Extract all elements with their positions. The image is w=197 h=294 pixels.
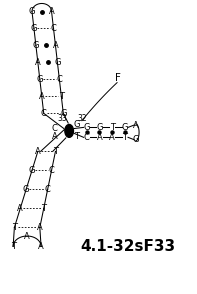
Text: A: A bbox=[38, 242, 44, 251]
Text: G: G bbox=[31, 24, 37, 33]
Text: A: A bbox=[52, 132, 57, 141]
Text: A: A bbox=[133, 121, 138, 130]
Text: G: G bbox=[96, 123, 103, 132]
Text: G: G bbox=[29, 7, 35, 16]
Text: A: A bbox=[109, 133, 115, 142]
Text: G: G bbox=[73, 120, 80, 129]
Text: G: G bbox=[122, 123, 128, 132]
Text: C: C bbox=[56, 75, 62, 84]
Text: 32: 32 bbox=[77, 114, 87, 123]
Text: T: T bbox=[122, 133, 127, 142]
Text: A: A bbox=[49, 7, 54, 16]
Text: G: G bbox=[132, 135, 139, 144]
Text: C: C bbox=[45, 185, 51, 194]
Text: 4.1-32sF33: 4.1-32sF33 bbox=[80, 239, 175, 254]
Text: T: T bbox=[59, 92, 64, 101]
Text: A: A bbox=[35, 58, 41, 67]
Text: A: A bbox=[24, 232, 30, 240]
Text: A: A bbox=[37, 223, 43, 232]
Text: T: T bbox=[74, 132, 79, 141]
Text: G: G bbox=[33, 41, 39, 50]
Text: A: A bbox=[97, 133, 102, 142]
Text: C: C bbox=[49, 166, 55, 175]
Text: T: T bbox=[11, 242, 16, 251]
Text: G: G bbox=[54, 58, 61, 67]
Text: T: T bbox=[53, 147, 58, 156]
Text: T: T bbox=[41, 204, 46, 213]
Text: A: A bbox=[17, 204, 23, 213]
Text: T: T bbox=[12, 223, 17, 232]
Text: G: G bbox=[23, 185, 29, 194]
Text: A: A bbox=[53, 41, 58, 50]
Text: A: A bbox=[35, 147, 41, 156]
Text: F: F bbox=[115, 73, 121, 83]
Text: G: G bbox=[29, 166, 35, 175]
Text: T: T bbox=[110, 123, 115, 132]
Text: G: G bbox=[37, 75, 43, 84]
Text: G: G bbox=[84, 123, 90, 132]
Circle shape bbox=[65, 124, 73, 137]
Text: A: A bbox=[39, 92, 45, 101]
Text: C: C bbox=[52, 124, 57, 133]
Text: G: G bbox=[60, 109, 67, 118]
Text: 33: 33 bbox=[58, 114, 67, 123]
Text: C: C bbox=[41, 109, 47, 118]
Text: C: C bbox=[84, 133, 90, 142]
Text: C: C bbox=[51, 24, 57, 33]
